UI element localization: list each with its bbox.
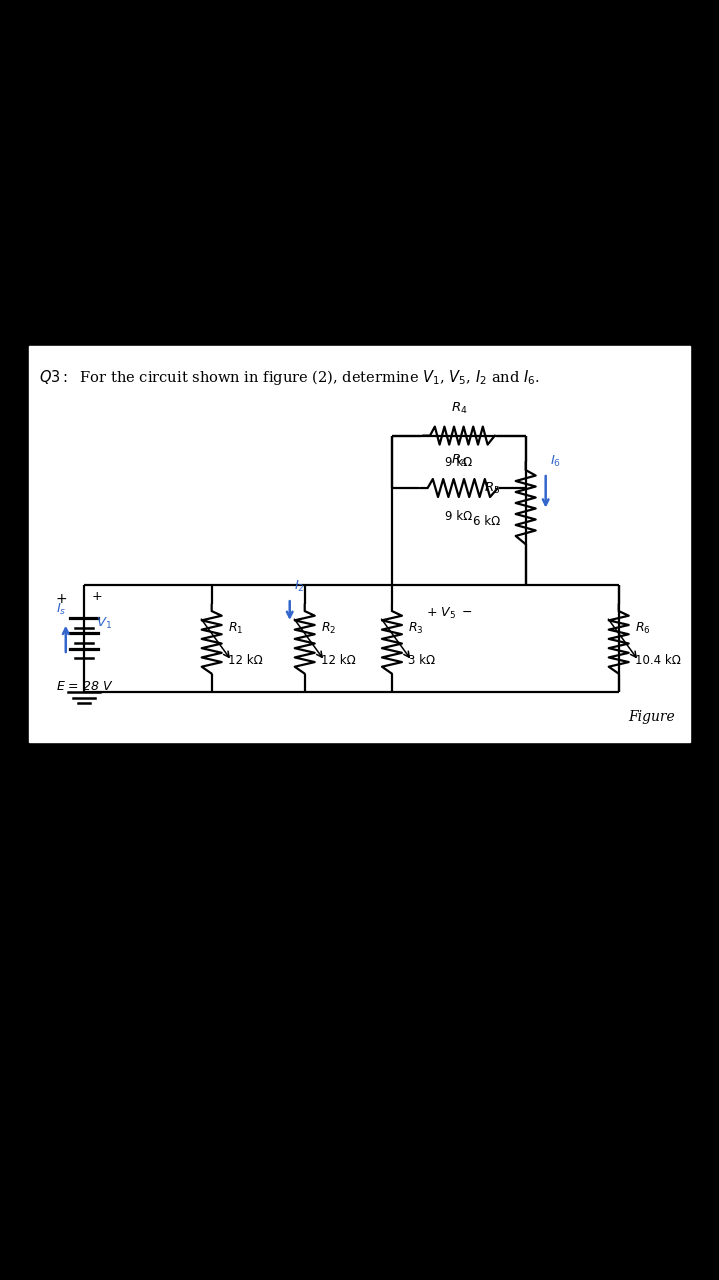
Text: $I_2$: $I_2$ (294, 579, 305, 594)
Text: 10.4 kΩ: 10.4 kΩ (635, 654, 681, 667)
Text: $I_6$: $I_6$ (550, 454, 561, 468)
Text: $R_2$: $R_2$ (321, 621, 336, 636)
Text: $R_1$: $R_1$ (228, 621, 243, 636)
Text: $R_6$: $R_6$ (635, 621, 651, 636)
Text: +: + (56, 591, 68, 605)
Text: $R_3$: $R_3$ (408, 621, 423, 636)
Text: +: + (92, 590, 102, 603)
Text: $I_s$: $I_s$ (57, 602, 67, 617)
Text: $+\ V_5\ -$: $+\ V_5\ -$ (426, 605, 472, 621)
Text: 9 kΩ: 9 kΩ (445, 509, 472, 524)
Text: 12 kΩ: 12 kΩ (321, 654, 355, 667)
Text: $R_5$: $R_5$ (485, 480, 500, 495)
Text: $V_1$: $V_1$ (96, 617, 112, 631)
FancyBboxPatch shape (29, 346, 690, 742)
Text: $R_4$: $R_4$ (451, 401, 467, 416)
Text: $E$ = 28 V: $E$ = 28 V (56, 681, 113, 694)
Text: 12 kΩ: 12 kΩ (228, 654, 262, 667)
Text: $R_4$: $R_4$ (451, 453, 467, 468)
Text: $\it{Q3:}$  For the circuit shown in figure (2), determine $V_1$, $V_5$, $I_2$ a: $\it{Q3:}$ For the circuit shown in figu… (39, 367, 539, 387)
Text: 6 kΩ: 6 kΩ (473, 515, 500, 527)
Text: Figure: Figure (628, 710, 675, 724)
Text: 9 kΩ: 9 kΩ (445, 456, 472, 468)
Text: 3 kΩ: 3 kΩ (408, 654, 435, 667)
